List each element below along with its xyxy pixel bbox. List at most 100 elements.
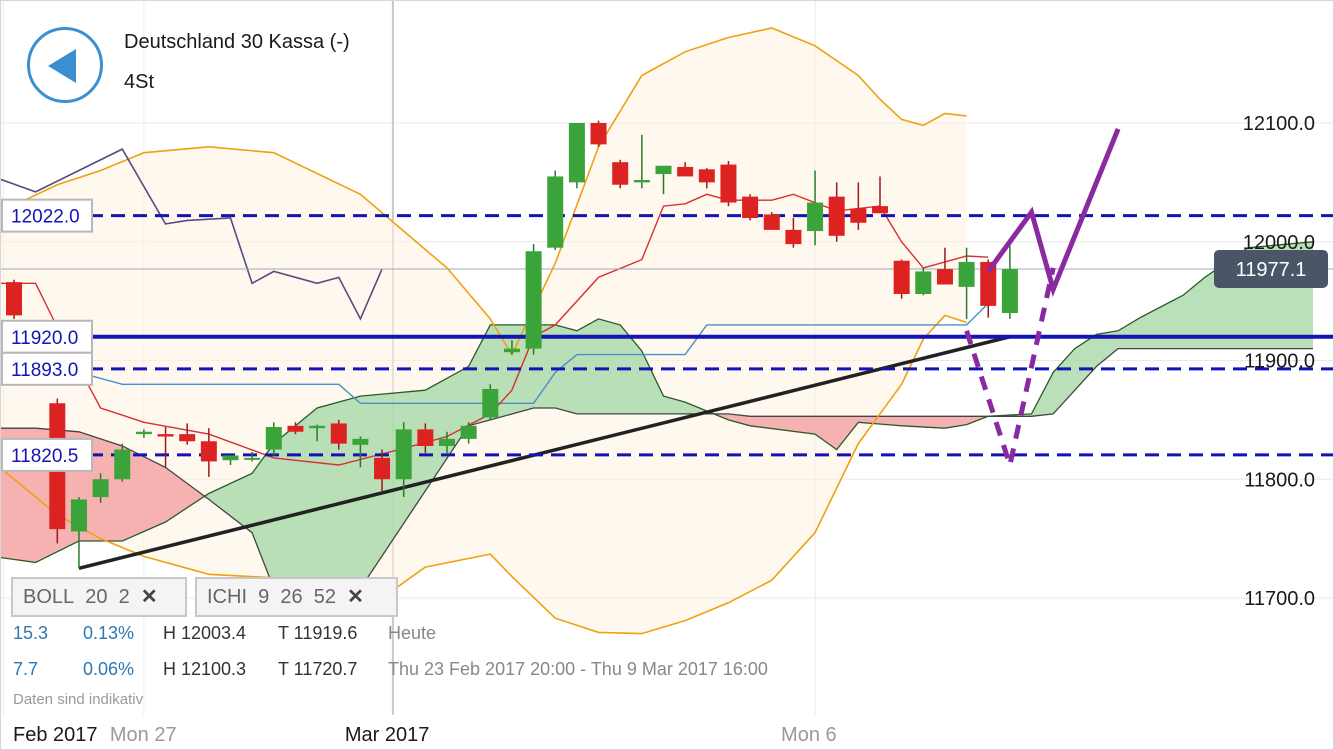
candle-body-38 [828,196,845,236]
senkou-span-b-line [1,347,1313,590]
back-arrow-icon [48,49,76,83]
candle-body-43 [936,269,953,285]
ichi-close-icon[interactable]: ✕ [347,586,364,608]
ichi-senkou-period: 52 [313,586,336,608]
candle-body-46 [1001,269,1018,313]
candle-body-12 [265,427,282,450]
boll-name: BOLL [23,586,75,608]
today-change-pct: 0.13% [83,623,135,643]
ichi-kijun-period: 26 [280,586,303,608]
candle-body-26 [568,123,585,183]
current-price-label: 11977.1 [1236,259,1307,281]
candle-body-21 [460,425,477,439]
period-change-pct: 0.06% [83,659,135,679]
candle-body-22 [482,389,499,418]
candle-body-33 [720,164,737,203]
candle-body-25 [547,176,564,248]
period-change: 7.7 [13,659,39,679]
candle-body-5 [114,449,131,480]
candle-body-4 [92,479,109,498]
ichi-indicator-chip[interactable]: ICHI 9 26 52 ✕ [195,577,398,617]
candle-body-37 [807,202,824,232]
level-label-box-0 [1,198,93,233]
today-change: 15.3 [13,623,49,643]
candle-body-17 [374,457,391,480]
period-range-label: Thu 23 Feb 2017 20:00 - Thu 9 Mar 2017 1… [388,659,768,679]
candle-body-10 [222,455,239,461]
level-label-1: 11920.0 [11,328,78,349]
candle-body-32 [698,169,715,183]
level-label-box-2 [1,351,93,386]
today-high: H 12003.4 [163,623,247,643]
boll-stddev: 2 [118,586,130,608]
instrument-title: Deutschland 30 Kassa (-) [124,31,350,53]
candle-body-28 [612,162,629,185]
kijun-sen-line [1,303,989,404]
candle-body-15 [330,423,347,444]
disclaimer-text: Daten sind indikativ [13,691,144,708]
boll-indicator-chip[interactable]: BOLL 20 2 ✕ [11,577,187,617]
candle-body-19 [417,429,434,446]
candle-body-34 [742,196,759,218]
candle-body-30 [655,165,672,175]
level-label-box-1 [1,319,93,354]
boll-upper-line [1,27,967,357]
candle-body-14 [309,425,326,429]
candle-body-7 [157,434,174,437]
candle-body-11 [244,457,261,460]
level-label-0: 12022.0 [11,207,80,228]
today-range-label: Heute [388,623,437,643]
y-tick-label-0: 12100.0 [1243,113,1315,135]
candle-body-35 [763,214,780,230]
candle-body-20 [439,438,455,446]
boll-period: 20 [85,586,108,608]
candle-body-16 [352,438,369,445]
candle-body-40 [872,206,888,214]
candle-body-39 [850,208,867,223]
ichi-name: ICHI [207,586,247,608]
x-axis-label-3: Mon 6 [781,724,837,746]
candle-body-45 [980,261,997,306]
candle-body-6 [135,431,152,435]
candle-body-8 [179,434,196,442]
y-tick-label-4: 11700.0 [1244,588,1315,610]
candle-body-23 [503,348,520,353]
current-price-badge [1214,249,1328,288]
projection-correction-path [964,267,1056,475]
candle-body-29 [633,180,650,183]
candle-body-9 [200,441,217,462]
today-low: T 11919.6 [278,623,358,643]
candle-body-36 [785,229,802,245]
level-label-3: 11820.5 [11,446,78,467]
candle-body-0 [6,282,22,316]
candle-body-24 [525,251,542,349]
boll-lower-line [1,314,967,635]
period-low: T 11720.7 [278,659,358,679]
x-axis-label-1: Mon 27 [110,724,177,746]
chikou-span-line [1,148,383,321]
level-label-box-3 [1,437,93,472]
y-tick-label-3: 11800.0 [1244,469,1315,491]
period-high: H 12100.3 [163,659,247,679]
chart-interval[interactable]: 4St [124,71,155,93]
ichi-tenkan-period: 9 [258,586,270,608]
projection-bullish-path [986,127,1121,298]
y-tick-label-2: 11900.0 [1244,351,1315,373]
candle-body-27 [590,123,607,145]
candle-body-42 [915,271,932,294]
x-axis-label-0: Feb 2017 [13,724,98,746]
candle-body-18 [395,429,412,480]
boll-close-icon[interactable]: ✕ [140,586,158,608]
senkou-span-a-line [1,241,1314,564]
candle-body-3 [70,499,87,532]
x-label-bg-2 [334,715,451,749]
x-axis-label-2: Mar 2017 [345,724,430,746]
trendline [78,335,1011,571]
ichimoku-cloud-bullish [1,241,1313,589]
back-button[interactable] [27,27,103,103]
candle-body-31 [677,166,694,177]
candle-body-41 [893,260,910,294]
candle-body-13 [287,425,304,432]
